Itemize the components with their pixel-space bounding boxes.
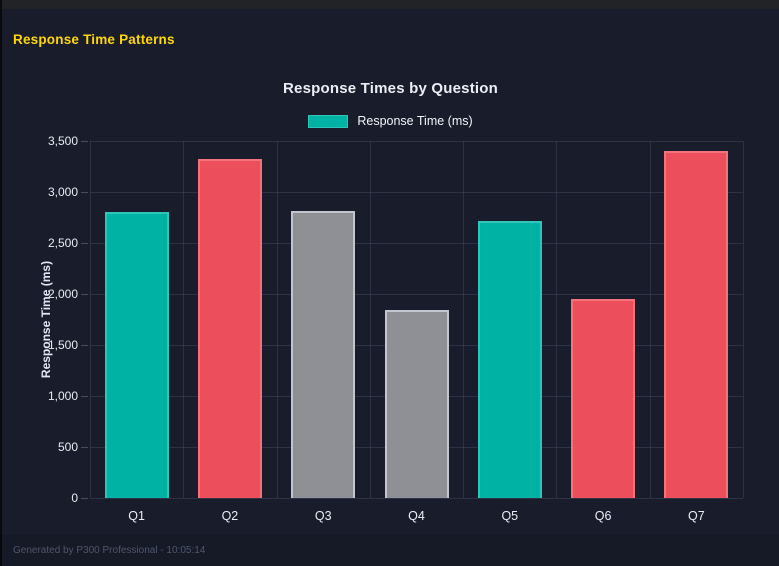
bar-Q6[interactable] [571,299,636,498]
y-axis-tick-1000 [81,396,88,397]
chart-card: Response Times by Question Response Time… [20,76,761,538]
gridline-h-2500 [90,243,743,244]
legend-label: Response Time (ms) [357,114,473,128]
gridline-h-2000 [90,294,743,295]
chart-title: Response Times by Question [283,80,498,97]
y-tick-labels: 0 500 1,000 1,500 2,000 2,500 3,000 3,500 [20,134,84,505]
x-tick-label-Q7: Q7 [688,509,705,523]
gridline-v-7 [743,141,744,498]
y-tick-label-0: 0 [71,491,78,505]
window-left-edge [0,0,2,566]
footer-strip [0,535,779,566]
bar-Q3[interactable] [291,211,356,498]
bar-Q5[interactable] [477,220,542,498]
bar-Q1[interactable] [104,212,169,498]
gridline-v-1 [183,141,185,498]
y-axis-tick-3000 [81,192,88,193]
gridline-v-5 [556,141,558,498]
legend-item-response-time[interactable]: Response Time (ms) [20,114,761,128]
x-tick-label-Q3: Q3 [314,509,332,523]
y-tick-label-500: 500 [57,440,78,454]
bar-Q7[interactable] [664,151,729,498]
gridline-h-0 [90,498,743,499]
gridline-v-4 [463,141,465,498]
x-tick-label-Q2: Q2 [221,509,239,523]
legend-swatch [308,114,349,128]
y-axis-tick-1500 [81,345,88,346]
x-tick-label-Q1: Q1 [128,509,145,523]
x-tick-label-Q4: Q4 [408,509,425,523]
bar-Q2[interactable] [197,159,262,498]
gridline-v-6 [649,141,651,498]
y-tick-label-1500: 1,500 [47,338,78,352]
y-axis-tick-2500 [81,243,88,244]
gridline-h-3500 [90,141,743,142]
y-tick-label-3500: 3,500 [47,134,78,148]
y-axis-tick-500 [81,447,88,448]
y-tick-label-3000: 3,000 [47,185,78,199]
gridline-v-0 [90,141,91,498]
bar-Q4[interactable] [384,309,449,498]
footer-note: Generated by P300 Professional - 10:05:1… [13,545,206,556]
gridline-v-3 [369,141,371,498]
y-axis-tick-0 [81,498,88,499]
x-tick-labels: Q1 Q2 Q3 Q4 Q5 Q6 Q7 [90,509,743,527]
gridline-h-3000 [90,192,743,193]
y-tick-label-1000: 1,000 [47,389,78,403]
gridline-v-2 [276,141,278,498]
y-tick-label-2000: 2,000 [47,287,78,301]
plot-area [81,141,744,499]
x-tick-label-Q5: Q5 [501,509,519,523]
y-axis-tick-2000 [81,294,88,295]
y-tick-label-2500: 2,500 [47,236,78,250]
x-tick-label-Q6: Q6 [594,509,612,523]
window-top-strip [0,0,779,9]
y-axis-tick-3500 [81,141,88,142]
page-title: Response Time Patterns [13,32,175,47]
